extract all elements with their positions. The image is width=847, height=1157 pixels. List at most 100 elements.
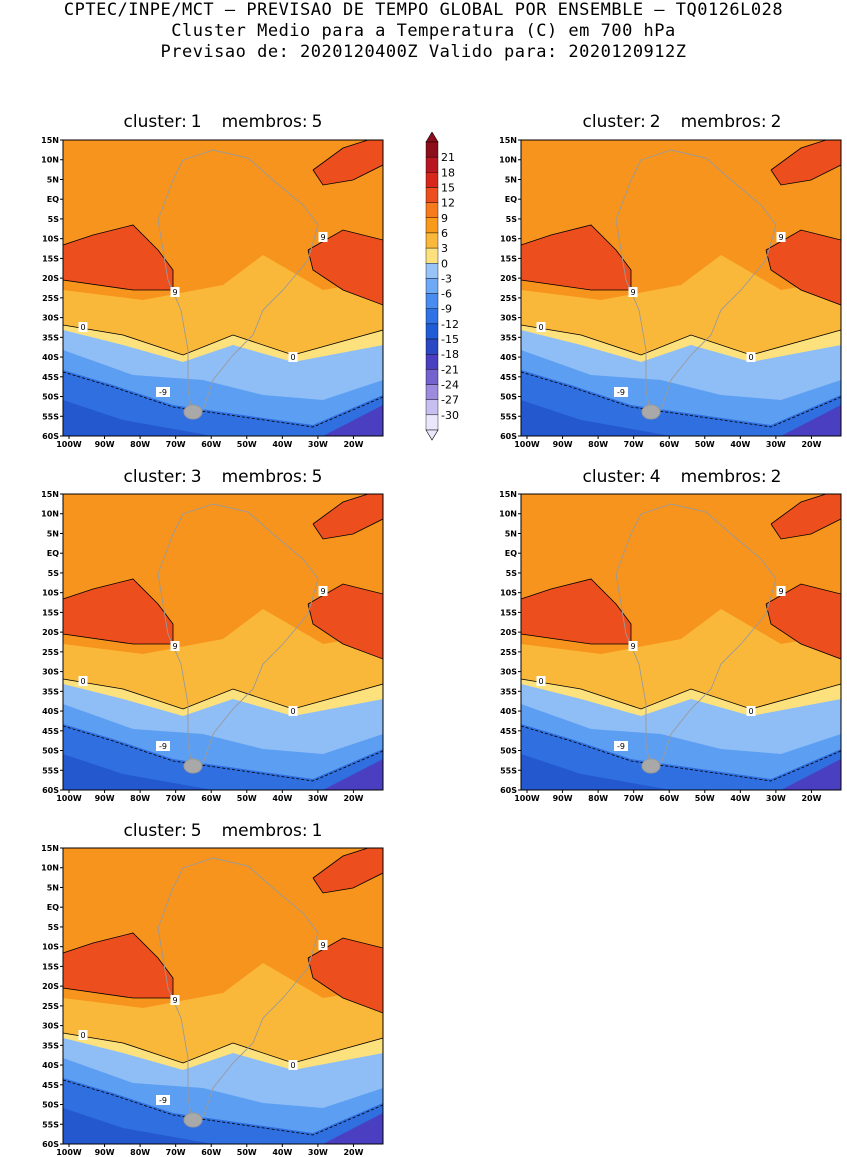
tierra-del-fuego	[183, 1112, 203, 1128]
lon-label: 70W	[166, 794, 186, 802]
lon-label: 60W	[201, 440, 221, 448]
field-9-west	[63, 579, 173, 644]
lat-label: EQ	[505, 195, 517, 204]
contour-label-0: 0	[538, 323, 543, 332]
contour-0	[62, 1032, 384, 1064]
lon-label: 80W	[588, 440, 608, 448]
lon-label: 70W	[166, 440, 186, 448]
colorbar-bin	[425, 156, 439, 173]
lat-label: 40S	[500, 707, 517, 716]
contour-label-0: 0	[538, 677, 543, 686]
lat-label: 10N	[41, 864, 59, 873]
contour-9-west	[62, 224, 174, 291]
field-m12a	[521, 400, 671, 436]
contour-label-0: 0	[80, 677, 85, 686]
field-9-west	[521, 579, 631, 644]
lat-label: 15N	[41, 844, 59, 853]
field-m9	[63, 370, 383, 436]
colorbar-bin	[425, 338, 439, 355]
lon-label: 80W	[130, 794, 150, 802]
lon-label: 70W	[624, 794, 644, 802]
field-9-east	[308, 230, 383, 305]
field-m15	[323, 759, 383, 790]
lon-label: 20W	[343, 440, 363, 448]
colorbar-label: -9	[441, 303, 452, 316]
contour-m9	[520, 371, 842, 428]
colorbar-label: -6	[441, 288, 452, 301]
colorbar-label: 3	[441, 242, 448, 255]
lat-label: 5S	[506, 215, 518, 224]
lon-label: 100W	[514, 440, 540, 448]
lon-label: 30W	[308, 794, 328, 802]
lat-label: 30S	[500, 668, 517, 677]
colorbar-label: -18	[441, 348, 459, 361]
lat-label: 45S	[42, 727, 59, 736]
map-frame	[62, 139, 384, 437]
lon-label: 100W	[56, 1148, 82, 1156]
contour-label-9-east: 9	[778, 233, 783, 242]
lat-label: 15N	[499, 490, 517, 499]
lat-label: 50S	[42, 393, 59, 402]
contour-label-0-mid-box	[288, 352, 298, 362]
south-america-coastline	[157, 149, 319, 417]
lat-label: 5N	[47, 175, 59, 184]
lon-label: 20W	[343, 794, 363, 802]
contour-label-m9: -9	[617, 388, 625, 397]
colorbar-bin	[425, 187, 439, 203]
contour-label-0-box	[78, 1030, 88, 1040]
lat-label: 10N	[41, 510, 59, 519]
contour-label-9-box	[170, 995, 180, 1005]
map-frame	[62, 847, 384, 1145]
lon-label: 100W	[56, 440, 82, 448]
colorbar-bin	[425, 308, 439, 325]
contour-label-0-box	[536, 676, 546, 686]
panel-title-5: cluster: 5 membros: 1	[123, 821, 323, 841]
colorbar-label: -12	[441, 318, 459, 331]
lat-label: 20S	[500, 274, 517, 283]
lat-label: 35S	[500, 687, 517, 696]
contour-m9	[62, 1079, 384, 1136]
contour-label-9: 9	[630, 642, 635, 651]
lat-label: 15S	[42, 962, 59, 971]
lat-label: 10S	[500, 589, 517, 598]
lat-label: EQ	[47, 195, 59, 204]
contour-label-9-east-box	[776, 586, 786, 596]
lon-label: 80W	[130, 1148, 150, 1156]
lat-label: 10S	[42, 235, 59, 244]
contour-label-9: 9	[630, 288, 635, 297]
lat-label: 5N	[505, 529, 517, 538]
lat-label: 10S	[42, 589, 59, 598]
lon-label: 40W	[730, 440, 750, 448]
lat-label: 50S	[42, 1101, 59, 1110]
lon-label: 30W	[766, 440, 786, 448]
contour-label-9-east-box	[318, 940, 328, 950]
lat-label: 50S	[500, 747, 517, 756]
lat-label: 30S	[42, 314, 59, 323]
contour-label-m9-box	[156, 1095, 170, 1105]
lat-label: 45S	[42, 1081, 59, 1090]
colorbar-bin	[425, 232, 439, 249]
contour-label-0-box	[78, 676, 88, 686]
map-panel-cluster-5: 9 9 0 0 -9 15N 10N 5N EQ 5S 10S 15S 20S 25S 30S 35S 40S 4…	[41, 844, 384, 1156]
colorbar-bin	[425, 247, 439, 264]
colorbar-bin	[425, 354, 439, 370]
colorbar-bin	[425, 263, 439, 279]
field-m9	[63, 1078, 383, 1144]
colorbar-bin	[425, 293, 439, 309]
colorbar-bin	[425, 278, 439, 294]
lat-label: 35S	[500, 333, 517, 342]
lat-label: 25S	[42, 648, 59, 657]
panel-title-1: cluster: 1 membros: 5	[123, 112, 323, 132]
lon-label: 40W	[272, 1148, 292, 1156]
panel-title-4: cluster: 4 membros: 2	[582, 467, 782, 487]
lat-label: 55S	[42, 766, 59, 775]
lat-label: 35S	[42, 687, 59, 696]
lat-label: 10N	[41, 156, 59, 165]
contour-label-0-mid: 0	[748, 353, 753, 362]
colorbar-label: -3	[441, 272, 452, 285]
contour-label-9: 9	[172, 288, 177, 297]
contour-label-m9-box	[614, 387, 628, 397]
contour-m9	[62, 371, 384, 428]
colorbar-bin	[425, 414, 439, 431]
lat-label: 25S	[42, 294, 59, 303]
